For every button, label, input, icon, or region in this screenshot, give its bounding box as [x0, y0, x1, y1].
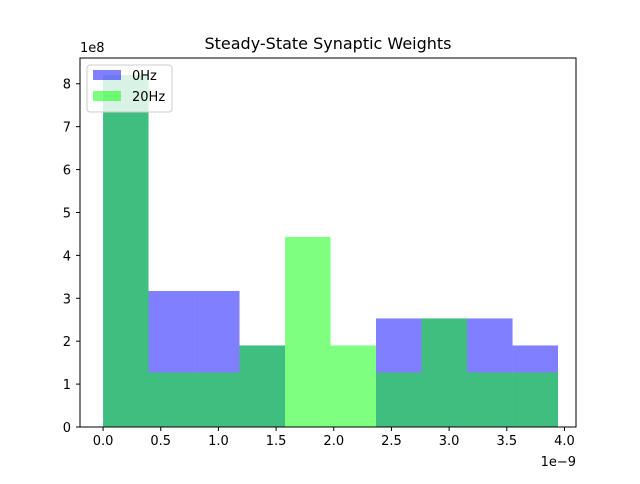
chart-title: Steady-State Synaptic Weights	[204, 34, 451, 53]
x-tick-label: 3.0	[439, 434, 460, 449]
x-tick-label: 4.0	[554, 434, 575, 449]
x-tick-label: 1.0	[208, 434, 229, 449]
legend-label-20hz: 20Hz	[132, 90, 165, 105]
y-tick-label: 8	[63, 78, 71, 93]
bar-20hz-bin-3	[239, 345, 286, 427]
y-tick-label: 1	[63, 378, 71, 393]
bar-20hz-bin-2	[194, 372, 240, 427]
bars-layer	[103, 75, 559, 428]
bar-20hz-bin-1	[148, 372, 195, 427]
bar-20hz-bin-7	[421, 318, 467, 427]
x-tick-label: 0.0	[93, 434, 114, 449]
y-tick-label: 3	[63, 292, 71, 307]
y-tick-label: 4	[63, 249, 71, 264]
legend-swatch-20hz	[93, 91, 121, 101]
x-axis: 0.0 0.5 1.0 1.5 2.0 2.5 3.0 3.5 4.0	[93, 427, 575, 449]
x-tick-label: 2.0	[323, 434, 344, 449]
y-tick-label: 7	[63, 121, 71, 136]
x-tick-label: 2.5	[381, 434, 402, 449]
bar-20hz-bin-0	[103, 75, 149, 428]
bar-20hz-bin-8	[466, 372, 513, 427]
bar-20hz-bin-6	[375, 372, 422, 427]
y-tick-label: 0	[63, 421, 71, 436]
x-tick-label: 0.5	[150, 434, 171, 449]
x-tick-label: 3.5	[496, 434, 517, 449]
bar-20hz-bin-4	[285, 236, 331, 427]
legend: 0Hz 20Hz	[86, 64, 173, 113]
x-axis-multiplier: 1e−9	[541, 455, 576, 470]
y-tick-label: 2	[63, 335, 71, 350]
y-tick-label: 6	[63, 164, 71, 179]
bar-20hz-bin-5	[330, 345, 376, 427]
y-tick-label: 5	[63, 206, 71, 221]
y-axis: 0 1 2 3 4 5 6 7 8	[63, 78, 80, 436]
y-axis-multiplier: 1e8	[80, 41, 105, 56]
plot-frame	[79, 57, 577, 428]
bar-20hz-bin-9	[512, 372, 559, 427]
legend-label-0hz: 0Hz	[132, 69, 157, 84]
legend-swatch-0hz	[93, 70, 121, 80]
x-tick-label: 1.5	[266, 434, 287, 449]
